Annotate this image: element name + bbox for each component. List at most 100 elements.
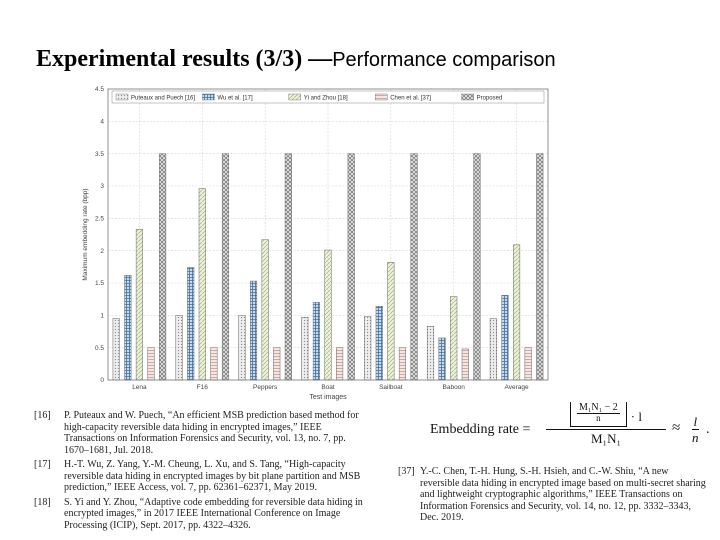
reference-text: Y.-C. Chen, T.-H. Hung, S.-H. Hsieh, and… [420,466,706,523]
bar [426,326,435,381]
bar [159,153,167,381]
bar [284,153,292,381]
bar [461,348,469,381]
y-tick-label: 1.5 [95,280,104,287]
references-left: [16] P. Puteaux and W. Puech, “An efficie… [34,410,364,534]
bar [198,188,206,381]
reference-37: [37] Y.-C. Chen, T.-H. Hung, S.-H. Hsieh,… [398,466,708,524]
bar [450,296,458,381]
floor-minus: − 2 [604,402,618,413]
floor-denominator: n [596,413,601,423]
bar [347,153,355,381]
bar [124,274,132,381]
y-tick-label: 0.5 [95,345,104,352]
bar [364,316,372,381]
x-axis-label: Test images [309,394,347,401]
reference-number: [16] [34,410,51,421]
reference-number: [37] [398,466,415,477]
legend-label: Proposed [477,95,503,101]
bar [210,347,218,381]
y-tick-label: 1 [100,313,104,320]
reference-number: [17] [34,459,51,470]
bar [187,267,195,381]
bar [536,153,544,381]
bar [375,306,383,381]
embedding-rate-formula: Embedding rate = M₁N₁ − 2 n · l M₁N₁ ≈ l… [430,398,710,454]
reference-text: H.-T. Wu, Z. Yang, Y.-M. Cheung, L. Xu, … [64,459,361,493]
reference-text: S. Yi and Y. Zhou, “Adaptive code embedd… [64,496,363,531]
bar [398,347,407,381]
legend-swatch [202,93,215,101]
bar [249,280,258,381]
tick-labels: 0 0.5 1 1.5 2 2.5 3 3.5 4 4.5 Lena F16 Peppers Boat Sa… [95,86,529,391]
y-tick-label: 3 [100,183,104,190]
y-tick-label: 4 [100,119,104,126]
slide-title-main: Experimental results (3/3) — [36,46,333,72]
reference-number: [18] [34,496,51,508]
bar [336,347,344,381]
bar [473,153,481,381]
bar-chart: 0 0.5 1 1.5 2 2.5 3 3.5 4 4.5 Lena F16 Peppers Boat Sa… [82,86,549,401]
x-tick-label: Average [505,384,529,391]
bar [438,337,446,381]
bar [501,295,509,381]
bar [238,315,246,381]
reference-text: P. Puteaux and W. Puech, “An efficient M… [64,410,359,456]
bar [489,318,497,381]
y-tick-label: 2.5 [95,216,104,223]
bar [513,244,521,381]
x-tick-label: Baboon [443,384,466,391]
reference-17: [17] H.-T. Wu, Z. Yang, Y.-M. Cheung, L. … [34,459,364,494]
simple-numerator: l [693,414,698,429]
bar [324,249,332,381]
floor-bracket: M₁N₁ − 2 n [570,402,627,427]
formula-approx: ≈ [672,420,681,436]
bar [524,347,532,381]
slide-title: Experimental results (3/3) —Performance … [36,46,556,73]
formula-label: Embedding rate = [430,422,531,437]
bar [301,317,309,381]
references-right: [37] Y.-C. Chen, T.-H. Hung, S.-H. Hsieh,… [398,466,708,524]
bar [221,153,230,381]
formula-times-l: · l [630,409,642,424]
bar [273,347,281,381]
bar [410,153,418,381]
y-axis-label: Maximum embedding rate (bpp) [82,188,89,280]
legend-swatch [115,93,129,101]
bar [147,347,155,381]
y-tick-label: 4.5 [95,86,104,93]
x-tick-label: Sailboat [379,384,403,391]
plot-frame [107,88,549,381]
x-tick-label: Boat [321,384,335,391]
formula-period: . [706,422,710,437]
y-tick-label: 3.5 [95,151,104,158]
bar [312,302,320,381]
simple-denominator: n [692,429,699,445]
legend: Puteaux and Puech [16] Wu et al. [17] Yi a… [111,90,545,104]
legend-label: Yi and Zhou [18] [304,95,348,101]
bar [387,262,395,381]
x-tick-label: Lena [132,384,147,391]
formula-simple-fraction: l n [692,414,699,445]
bar [112,318,120,381]
bar [261,239,269,381]
y-tick-label: 2 [100,248,104,255]
y-tick-label: 0 [100,377,104,384]
legend-swatch [288,93,302,101]
reference-16: [16] P. Puteaux and W. Puech, “An efficie… [34,410,364,456]
formula-denominator: M₁N₁ [590,431,621,446]
legend-label: Chen et al. [37] [390,95,431,101]
bar [175,315,183,381]
x-tick-label: Peppers [253,384,278,391]
legend-label: Puteaux and Puech [16] [131,95,195,101]
floor-numerator: M₁N₁ [579,402,603,413]
slide-title-sub: Performance comparison [332,49,556,71]
legend-box [111,90,545,104]
legend-swatch [461,93,474,101]
legend-label: Wu et al. [17] [217,95,253,101]
reference-18: [18] S. Yi and Y. Zhou, “Adaptive code em… [34,497,364,532]
formula-fraction: M₁N₁ − 2 n · l M₁N₁ [546,402,666,447]
bar [135,229,143,381]
legend-swatch [375,93,388,101]
x-tick-label: F16 [197,384,209,391]
